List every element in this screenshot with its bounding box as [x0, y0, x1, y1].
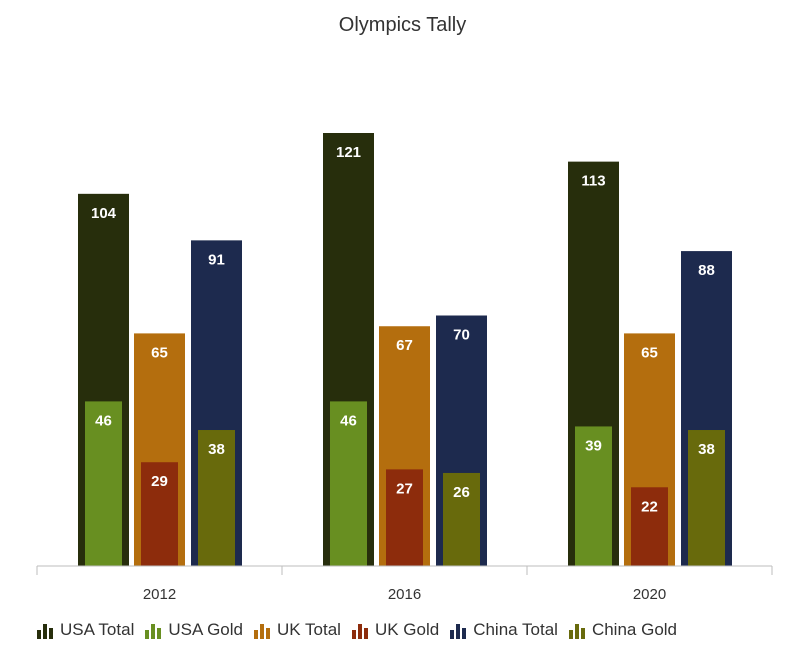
legend-item-uk-total[interactable]: UK Total [253, 620, 341, 640]
x-tick-label-2020: 2020 [633, 586, 666, 603]
data-label-usa-gold-2016: 46 [340, 412, 357, 429]
legend-item-usa-total[interactable]: USA Total [36, 620, 134, 640]
legend-label: USA Total [60, 620, 135, 639]
legend-label: UK Gold [374, 620, 440, 639]
bar-usa-gold-2012 [85, 401, 122, 566]
data-label-uk-gold-2016: 27 [396, 480, 413, 497]
x-tick-label-2016: 2016 [388, 586, 421, 603]
bar-chart-icon [254, 624, 270, 639]
chart-plot: 104 65 91 46 29 38 121 67 70 46 27 26 113 65 88 39 22 38 2… [36, 133, 773, 603]
bar-chart-icon [450, 624, 467, 639]
legend-item-uk-gold[interactable]: UK Gold [351, 620, 439, 640]
chart-title: Olympics Tally [338, 14, 467, 36]
legend-label: China Total [473, 620, 558, 639]
bar-chart-icon [145, 624, 162, 639]
data-label-uk-total-2016: 67 [396, 337, 413, 354]
bar-usa-gold-2020 [575, 426, 612, 566]
bar-china-gold-2012 [198, 430, 235, 566]
legend-item-china-total[interactable]: China Total [449, 620, 558, 640]
bar-chart-icon [568, 624, 585, 639]
data-label-china-total-2020: 88 [698, 262, 715, 279]
data-label-uk-gold-2012: 29 [151, 473, 168, 490]
data-label-china-gold-2016: 26 [453, 484, 470, 501]
bar-china-gold-2020 [688, 430, 725, 566]
bar-uk-gold-2020 [631, 487, 668, 566]
bar-chart-icon [37, 624, 53, 639]
data-label-usa-total-2016: 121 [336, 144, 361, 161]
data-label-china-total-2016: 70 [453, 327, 470, 344]
data-label-china-gold-2020: 38 [698, 441, 715, 458]
data-label-china-gold-2012: 38 [208, 441, 225, 458]
legend-label: USA Gold [168, 620, 243, 639]
bar-chart-icon [351, 624, 368, 639]
chart-legend: USA Total USA Gold UK Total UK Gold China To… [36, 620, 687, 640]
data-label-uk-gold-2020: 22 [641, 498, 658, 515]
bar-uk-gold-2012 [141, 462, 178, 566]
data-label-uk-total-2020: 65 [641, 344, 658, 361]
data-label-usa-total-2020: 113 [581, 173, 605, 190]
legend-item-usa-gold[interactable]: USA Gold [144, 620, 243, 640]
data-label-china-total-2012: 91 [208, 251, 225, 268]
bar-china-gold-2016 [443, 472, 480, 566]
data-label-usa-gold-2012: 46 [95, 412, 112, 429]
data-label-usa-gold-2020: 39 [585, 437, 602, 454]
legend-label: China Gold [591, 620, 678, 639]
x-tick-label-2012: 2012 [143, 586, 176, 603]
data-label-uk-total-2012: 65 [151, 344, 168, 361]
bar-uk-gold-2016 [386, 469, 423, 566]
data-label-usa-total-2012: 104 [91, 205, 117, 222]
legend-label: UK Total [277, 620, 341, 639]
legend-item-china-gold[interactable]: China Gold [568, 620, 677, 640]
bar-usa-gold-2016 [330, 401, 367, 566]
